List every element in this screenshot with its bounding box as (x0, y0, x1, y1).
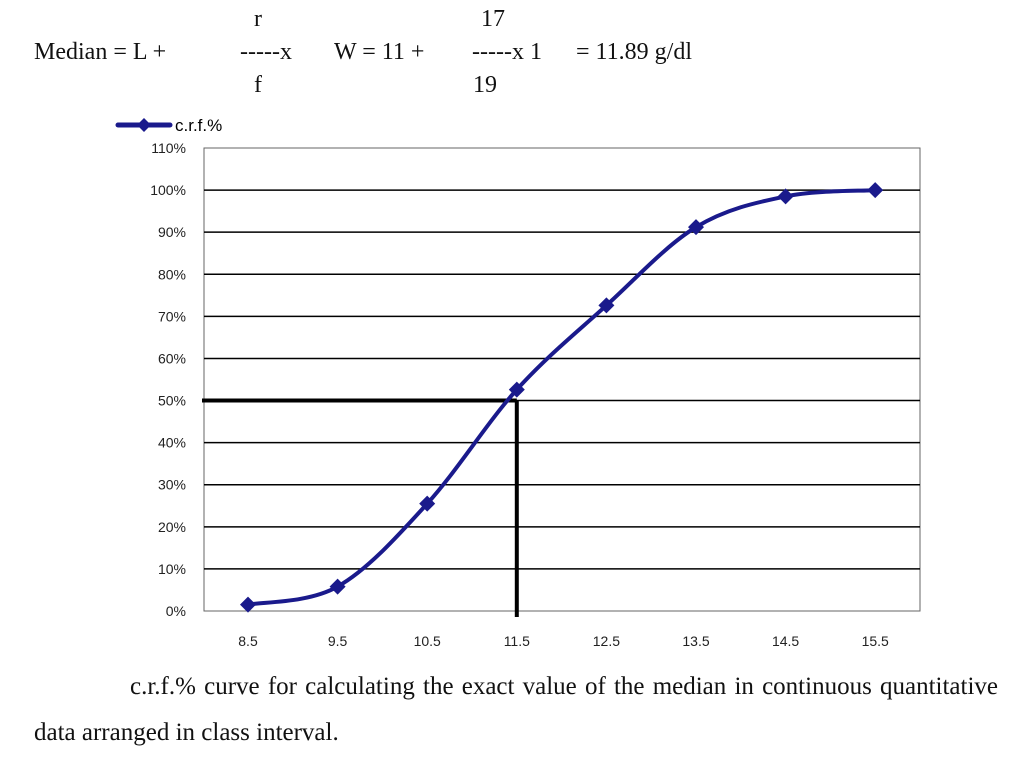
formula-lhs: Median = L + (34, 39, 167, 65)
x-tick-label: 13.5 (682, 633, 709, 649)
series-line-crf (246, 188, 878, 607)
formula-denominator: 19 (473, 72, 497, 98)
x-tick-label: 10.5 (414, 633, 441, 649)
y-tick-label: 0% (166, 603, 186, 619)
median-formula: Median = L + r f -----x W = 11 + 17 19 -… (0, 0, 1024, 100)
grid-lines (204, 189, 920, 570)
formula-r: r (254, 6, 262, 32)
formula-w-part: W = 11 + (334, 39, 425, 65)
data-point (777, 188, 794, 205)
median-guide-lines (202, 398, 519, 617)
x-tick-label: 12.5 (593, 633, 620, 649)
legend-marker (137, 118, 151, 132)
data-point (329, 578, 346, 595)
chart-legend: c.r.f.% (115, 116, 222, 135)
data-point (867, 182, 884, 199)
y-tick-label: 90% (158, 224, 186, 240)
y-tick-label: 40% (158, 435, 186, 451)
formula-numerator: 17 (481, 6, 505, 32)
plot-area (203, 147, 921, 612)
y-tick-label: 10% (158, 561, 186, 577)
data-point (508, 381, 525, 398)
y-tick-label: 100% (150, 182, 186, 198)
formula-fraction-1: -----x (240, 39, 292, 65)
x-tick-label: 15.5 (862, 633, 889, 649)
series-markers (240, 182, 884, 613)
formula-result: = 11.89 g/dl (576, 39, 692, 65)
y-tick-label: 50% (158, 393, 186, 409)
x-tick-label: 14.5 (772, 633, 799, 649)
y-tick-label: 110% (151, 140, 186, 156)
x-axis-ticks: 8.5 9.5 10.5 11.5 12.5 13.5 14.5 15.5 (238, 633, 889, 649)
data-point (419, 495, 436, 512)
formula-f: f (254, 72, 262, 98)
y-tick-label: 60% (158, 350, 186, 366)
data-point (240, 596, 256, 613)
x-tick-label: 9.5 (328, 633, 348, 649)
crf-chart: c.r.f.% 0% 10% 20% 30% 40% 50% 60% 70% 80% 90% 100… (115, 116, 921, 649)
y-tick-label: 80% (158, 266, 186, 282)
y-tick-label: 20% (158, 519, 186, 535)
y-tick-label: 70% (158, 308, 186, 324)
y-tick-label: 30% (158, 477, 186, 493)
legend-label: c.r.f.% (175, 116, 222, 135)
x-tick-label: 11.5 (504, 633, 530, 649)
chart-caption: c.r.f.% curve for calculating the exact … (34, 673, 998, 746)
formula-fraction-2: -----x 1 (472, 39, 542, 65)
y-axis-ticks: 0% 10% 20% 30% 40% 50% 60% 70% 80% 90% 100% 110% (150, 140, 186, 619)
data-point (598, 297, 615, 314)
data-point (688, 219, 704, 236)
x-tick-label: 8.5 (238, 633, 258, 649)
